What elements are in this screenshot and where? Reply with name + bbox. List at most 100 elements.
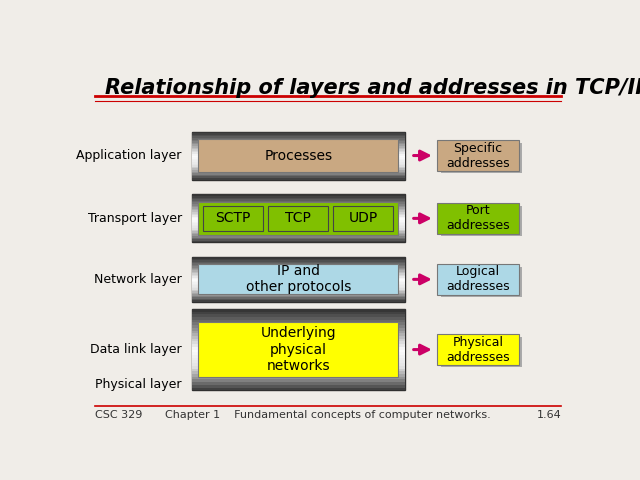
- Bar: [191, 264, 405, 266]
- Bar: [268, 206, 328, 231]
- Bar: [191, 276, 405, 278]
- Bar: [191, 275, 405, 276]
- Bar: [191, 159, 405, 160]
- Bar: [191, 144, 405, 146]
- Bar: [191, 269, 405, 271]
- Bar: [437, 203, 519, 234]
- Bar: [191, 178, 405, 180]
- Bar: [191, 281, 405, 282]
- Bar: [191, 297, 405, 299]
- Bar: [191, 135, 405, 136]
- Bar: [191, 377, 405, 379]
- Text: Port
addresses: Port addresses: [446, 204, 510, 232]
- Bar: [191, 176, 405, 178]
- Bar: [191, 239, 405, 241]
- Bar: [198, 322, 399, 377]
- Bar: [191, 325, 405, 328]
- Bar: [191, 201, 405, 203]
- Bar: [191, 278, 405, 279]
- Bar: [191, 209, 405, 210]
- Bar: [440, 267, 522, 297]
- Text: Underlying
physical
networks: Underlying physical networks: [260, 326, 336, 373]
- Bar: [191, 257, 405, 259]
- Bar: [191, 296, 405, 297]
- Bar: [191, 223, 405, 225]
- Bar: [191, 349, 405, 352]
- Bar: [191, 290, 405, 291]
- Bar: [191, 282, 405, 284]
- Bar: [191, 138, 405, 140]
- Bar: [440, 206, 522, 236]
- Bar: [191, 227, 405, 228]
- Bar: [191, 198, 405, 199]
- Bar: [191, 360, 405, 363]
- Bar: [191, 136, 405, 138]
- Bar: [191, 371, 405, 374]
- Bar: [191, 358, 405, 360]
- Bar: [191, 156, 405, 157]
- Bar: [191, 204, 405, 205]
- Bar: [191, 241, 405, 242]
- Bar: [191, 339, 405, 341]
- Bar: [191, 291, 405, 293]
- Text: Physical layer: Physical layer: [95, 378, 182, 391]
- Bar: [191, 259, 405, 260]
- Bar: [191, 157, 405, 159]
- Bar: [191, 140, 405, 141]
- Bar: [191, 363, 405, 366]
- Bar: [191, 317, 405, 320]
- Bar: [191, 344, 405, 347]
- Bar: [191, 328, 405, 331]
- Bar: [191, 263, 405, 264]
- Bar: [191, 149, 405, 151]
- Bar: [191, 210, 405, 212]
- Text: Physical
addresses: Physical addresses: [446, 336, 510, 363]
- Bar: [191, 260, 405, 262]
- Bar: [191, 238, 405, 239]
- Bar: [437, 140, 519, 171]
- Bar: [191, 132, 405, 180]
- Bar: [191, 233, 405, 234]
- Bar: [191, 196, 405, 198]
- Bar: [191, 164, 405, 165]
- Bar: [191, 387, 405, 390]
- Bar: [191, 352, 405, 355]
- Bar: [191, 203, 405, 204]
- Bar: [191, 167, 405, 168]
- Bar: [191, 162, 405, 164]
- Bar: [191, 285, 405, 287]
- Bar: [191, 341, 405, 344]
- Bar: [191, 355, 405, 358]
- Bar: [191, 288, 405, 290]
- Bar: [191, 309, 405, 390]
- Bar: [191, 170, 405, 171]
- Bar: [191, 294, 405, 296]
- Bar: [191, 257, 405, 301]
- Bar: [191, 217, 405, 218]
- Bar: [191, 262, 405, 263]
- Text: UDP: UDP: [349, 211, 378, 226]
- Text: Processes: Processes: [264, 148, 332, 163]
- Bar: [191, 229, 405, 231]
- Bar: [191, 300, 405, 301]
- Bar: [440, 337, 522, 367]
- Bar: [191, 222, 405, 223]
- Bar: [191, 199, 405, 201]
- Bar: [191, 171, 405, 173]
- Bar: [191, 266, 405, 267]
- Bar: [191, 331, 405, 333]
- Text: Network layer: Network layer: [94, 273, 182, 286]
- Bar: [198, 202, 399, 235]
- Bar: [191, 333, 405, 336]
- Bar: [191, 336, 405, 339]
- Bar: [191, 154, 405, 156]
- Bar: [437, 335, 519, 365]
- Bar: [191, 312, 405, 314]
- Bar: [191, 175, 405, 176]
- Bar: [191, 165, 405, 167]
- Text: 1.64: 1.64: [536, 410, 561, 420]
- Bar: [191, 366, 405, 369]
- Bar: [191, 274, 405, 275]
- Text: Data link layer: Data link layer: [90, 343, 182, 356]
- Bar: [191, 225, 405, 227]
